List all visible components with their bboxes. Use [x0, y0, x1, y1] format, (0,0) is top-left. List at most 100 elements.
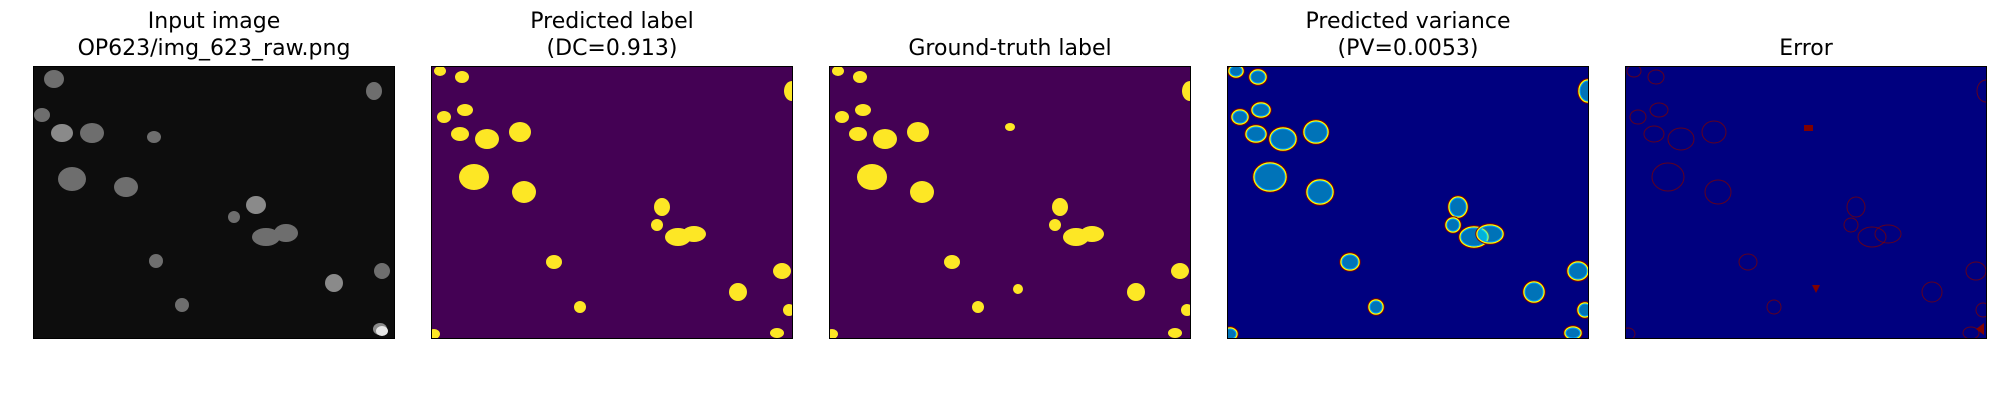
nucleus-mask	[434, 67, 446, 76]
error-contour	[1626, 67, 1642, 78]
variance-edge	[1339, 252, 1361, 272]
nucleus	[228, 211, 240, 223]
variance-edge	[1250, 101, 1272, 119]
nucleus	[114, 177, 138, 197]
nucleus	[149, 254, 163, 268]
predicted-variance-plot	[1227, 66, 1589, 339]
variance-region	[1229, 67, 1243, 77]
error-contour	[1846, 196, 1866, 218]
variance-edge	[1563, 325, 1583, 338]
panel-title-line1: Predicted variance	[1305, 9, 1511, 34]
nucleus-mask	[651, 219, 663, 231]
error-contour	[1962, 326, 1980, 338]
plot-background	[1228, 67, 1588, 338]
nucleus-mask	[546, 255, 562, 269]
ground-truth-label-canvas	[830, 67, 1190, 338]
error-contour	[1626, 327, 1636, 338]
variance-edge	[1305, 178, 1335, 206]
nucleus-mask	[509, 122, 531, 142]
nucleus-mask	[512, 181, 536, 203]
nucleus-mask	[451, 127, 469, 141]
nucleus-mask	[455, 71, 469, 83]
nucleus-mask	[783, 304, 792, 316]
nucleus	[147, 131, 161, 143]
error-contour	[1766, 299, 1782, 315]
variance-edge	[1367, 298, 1385, 316]
nucleus	[80, 123, 104, 143]
nucleus-mask	[459, 164, 489, 190]
nucleus	[34, 108, 50, 122]
variance-ring	[1567, 261, 1588, 281]
variance-region	[1246, 126, 1266, 142]
nucleus-mask	[857, 164, 887, 190]
nucleus-mask	[1080, 226, 1104, 242]
variance-ring	[1269, 127, 1297, 151]
nucleus-mask	[1005, 123, 1015, 131]
nucleus-mask	[682, 226, 706, 242]
variance-ring	[1231, 109, 1249, 125]
nucleus-mask	[1013, 284, 1023, 294]
variance-ring	[1448, 196, 1468, 218]
variance-region	[1446, 218, 1460, 232]
error-plot	[1625, 66, 1987, 339]
variance-region	[1578, 303, 1588, 317]
error-contour	[1649, 102, 1669, 118]
variance-region	[1270, 128, 1296, 150]
variance-edge	[1576, 301, 1588, 319]
error-spot	[1804, 125, 1813, 131]
variance-ring	[1303, 120, 1329, 144]
error-contour	[1651, 162, 1685, 192]
nucleus-mask	[849, 127, 867, 141]
nucleus-mask	[457, 104, 473, 116]
nucleus-mask	[784, 81, 792, 101]
variance-region	[1254, 163, 1286, 191]
nucleus-mask	[1049, 219, 1061, 231]
variance-ring	[1578, 79, 1588, 103]
variance-ring	[1523, 281, 1545, 303]
nucleus	[374, 263, 390, 279]
nucleus-mask	[432, 329, 440, 338]
nucleus-mask	[855, 104, 871, 116]
plot-background	[1626, 67, 1986, 338]
predicted-label-canvas	[432, 67, 792, 338]
variance-region	[1341, 254, 1359, 270]
error-contour	[1667, 127, 1695, 151]
error-spot	[1976, 323, 1984, 335]
nucleus-mask	[1171, 263, 1189, 279]
error-contour	[1647, 69, 1665, 85]
plot-background	[34, 67, 394, 338]
variance-edge	[1244, 124, 1268, 144]
variance-ring	[1251, 102, 1271, 118]
error-spot	[1812, 285, 1820, 293]
variance-ring	[1228, 327, 1238, 338]
nucleus	[252, 228, 280, 246]
nucleus	[246, 196, 266, 214]
variance-edge	[1444, 216, 1462, 234]
variance-region	[1369, 300, 1383, 314]
variance-region	[1565, 327, 1581, 338]
ground-truth-label-plot	[829, 66, 1191, 339]
variance-ring	[1249, 69, 1267, 85]
nucleus-mask	[574, 301, 586, 313]
variance-region	[1250, 70, 1266, 84]
panel-title-line2: Error	[1779, 36, 1833, 61]
variance-region	[1304, 121, 1328, 143]
error-contour	[1643, 125, 1665, 143]
variance-ring	[1476, 224, 1504, 244]
error-contour	[1704, 179, 1732, 205]
variance-region	[1228, 328, 1237, 338]
panel-title-line1: Input image	[147, 9, 281, 34]
variance-ring	[1445, 217, 1461, 233]
nucleus-mask	[832, 67, 844, 76]
variance-ring	[1253, 162, 1287, 192]
variance-region	[1477, 225, 1503, 243]
variance-region	[1449, 197, 1467, 217]
variance-region	[1232, 110, 1248, 124]
panel-title-line2: OP623/img_623_raw.png	[77, 36, 351, 61]
nucleus	[366, 82, 382, 100]
error-contour	[1976, 79, 1986, 103]
variance-edge	[1228, 67, 1245, 79]
nucleus	[325, 274, 343, 292]
panel-title-line2: (PV=0.0053)	[1337, 36, 1479, 61]
panel-title-line1: Predicted label	[530, 9, 694, 34]
